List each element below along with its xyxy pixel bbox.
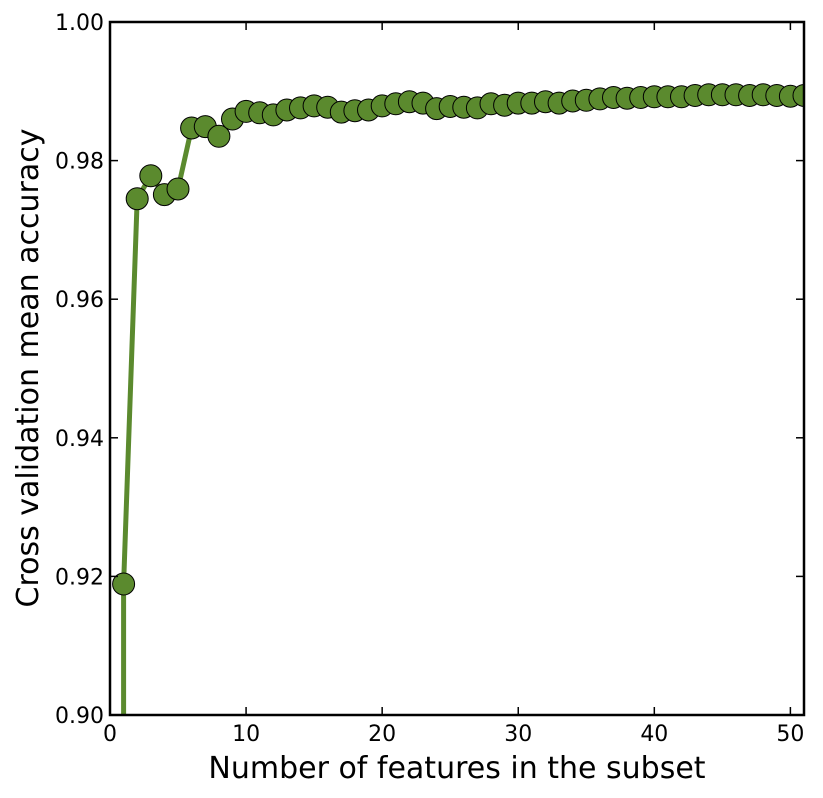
x-tick-label: 0	[103, 722, 117, 747]
data-point	[792, 84, 804, 107]
tick-layer: 0 10 20 30 40 50 0.90 0.92 0.94 0.96 0.98 1.00	[55, 11, 804, 747]
x-tick-label: 40	[640, 722, 668, 747]
x-tick-label: 30	[504, 722, 532, 747]
data-point	[207, 124, 231, 148]
data-point	[125, 187, 149, 211]
y-axis-label: Cross validation mean accuracy	[11, 129, 46, 608]
y-tick-label: 0.92	[55, 565, 104, 590]
y-tick-label: 1.00	[55, 11, 104, 36]
y-tick-label: 0.98	[55, 150, 104, 175]
data-point	[112, 572, 136, 596]
x-tick-label: 10	[232, 722, 260, 747]
y-tick-label: 0.94	[55, 427, 104, 452]
y-tick-label: 0.90	[55, 704, 104, 729]
data-point	[166, 177, 190, 201]
x-tick-label: 50	[776, 722, 804, 747]
series-line	[121, 92, 804, 715]
series-layer	[112, 83, 804, 715]
plot-frame	[108, 20, 806, 717]
data-point	[139, 164, 163, 188]
x-tick-label: 20	[368, 722, 396, 747]
y-tick-label: 0.96	[55, 288, 104, 313]
x-axis-label: Number of features in the subset	[208, 751, 705, 786]
